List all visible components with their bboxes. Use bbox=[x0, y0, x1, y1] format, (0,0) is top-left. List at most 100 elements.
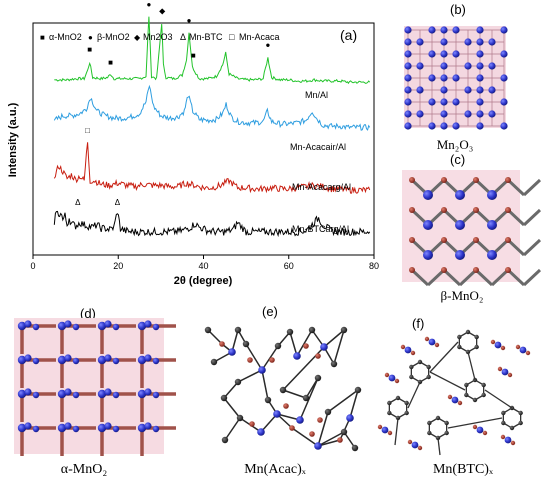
bond bbox=[506, 268, 526, 287]
c-atom bbox=[518, 420, 523, 426]
mn-atom bbox=[112, 391, 120, 399]
legend-symbol: ■ bbox=[40, 33, 45, 42]
panel-label-d: (d) bbox=[80, 306, 96, 321]
mn-atom bbox=[137, 389, 147, 399]
c-atom bbox=[427, 430, 432, 436]
mn-atom bbox=[440, 98, 448, 106]
bond bbox=[282, 389, 307, 399]
o-atom bbox=[400, 344, 406, 350]
o-atom bbox=[394, 378, 400, 384]
x-axis-label: 2θ (degree) bbox=[174, 275, 233, 287]
mn-atom bbox=[500, 74, 508, 82]
curve-label: Mn-BTCarg/Al bbox=[292, 224, 349, 234]
mn-atom bbox=[452, 98, 460, 106]
mn-atom bbox=[428, 26, 436, 34]
caption-mn2o3: Mn₂O₃ bbox=[437, 137, 474, 152]
x-axis-ticks: 0 20 40 60 80 bbox=[30, 255, 379, 271]
bond bbox=[224, 417, 241, 441]
mn-atom bbox=[476, 426, 484, 434]
mn-atom bbox=[97, 423, 107, 433]
peak-marker: ● bbox=[147, 0, 152, 9]
o-atom bbox=[473, 267, 479, 273]
mn-atom bbox=[404, 26, 412, 34]
c-atom bbox=[474, 344, 479, 350]
c-atom bbox=[236, 414, 244, 422]
mn-atom bbox=[476, 98, 484, 106]
mn-atom bbox=[416, 38, 424, 46]
c-atom bbox=[308, 326, 316, 334]
o-atom bbox=[473, 177, 479, 183]
mn-atom bbox=[428, 98, 436, 106]
mn-atom bbox=[24, 388, 32, 396]
o-atom bbox=[409, 237, 415, 243]
mn-atom bbox=[440, 86, 448, 94]
o-atom bbox=[269, 357, 275, 363]
mn-atom bbox=[17, 389, 27, 399]
mn-atom bbox=[500, 26, 508, 34]
peak-marker: ◆ bbox=[159, 7, 166, 16]
mn-atom bbox=[476, 86, 484, 94]
bond bbox=[522, 208, 542, 227]
mn-atom bbox=[57, 355, 67, 365]
mn-atom bbox=[137, 355, 147, 365]
panel-label-e: (e) bbox=[262, 304, 278, 319]
mn-atom bbox=[388, 374, 396, 382]
mn-atom bbox=[112, 323, 120, 331]
c-atom bbox=[501, 420, 506, 426]
series-line bbox=[54, 16, 371, 85]
legend: ■ α-MnO2 ● β-MnO2 ◆ Mn2O3 Δ Mn-BTC □ Mn-… bbox=[40, 32, 280, 42]
c-atom bbox=[314, 374, 322, 382]
peak-marker: ● bbox=[187, 16, 192, 25]
o-atom bbox=[337, 437, 343, 443]
c-atom bbox=[501, 410, 506, 416]
mn-atom bbox=[24, 354, 32, 362]
mn-atom bbox=[57, 423, 67, 433]
mn-atom bbox=[455, 190, 465, 200]
mn-atom bbox=[464, 38, 472, 46]
o-atom bbox=[309, 431, 315, 437]
o-atom bbox=[473, 207, 479, 213]
o-atom bbox=[500, 345, 506, 351]
mn-atom bbox=[428, 122, 436, 130]
panel-d-alpha-mno2-structure: (d) α-MnO₂ bbox=[14, 306, 176, 477]
mn-atom bbox=[104, 354, 112, 362]
c-atom bbox=[417, 359, 423, 365]
c-atom bbox=[395, 395, 401, 401]
bond bbox=[323, 329, 345, 348]
bond bbox=[426, 268, 446, 287]
c-atom bbox=[204, 326, 212, 334]
c-atom bbox=[481, 392, 486, 398]
mn-atom bbox=[488, 38, 496, 46]
mn-atom bbox=[104, 422, 112, 430]
mn-atom bbox=[451, 396, 459, 404]
bond bbox=[296, 329, 313, 357]
legend-label: β-MnO2 bbox=[97, 32, 130, 42]
mn-atom bbox=[487, 220, 497, 230]
mn-atom bbox=[258, 366, 266, 374]
mn-atom bbox=[64, 354, 72, 362]
c-atom bbox=[354, 386, 362, 394]
o-atom bbox=[247, 357, 253, 363]
c-atom bbox=[210, 358, 218, 366]
o-atom bbox=[473, 237, 479, 243]
mn-atom bbox=[381, 426, 389, 434]
c-atom bbox=[387, 410, 392, 416]
bond bbox=[317, 431, 345, 447]
mn-atom bbox=[488, 110, 496, 118]
mn-atom bbox=[32, 425, 40, 433]
legend-symbol: Δ bbox=[180, 32, 186, 42]
mn-atom bbox=[476, 122, 484, 130]
mn-atom bbox=[32, 391, 40, 399]
c-atom bbox=[340, 326, 348, 334]
o-atom bbox=[315, 353, 321, 359]
mn-atom bbox=[152, 323, 160, 331]
mn-atom bbox=[144, 388, 152, 396]
panel-e-mn-acac-structure: (e) Mn(Acac)ₓ bbox=[204, 304, 362, 477]
y-axis-label: Intensity (a.u.) bbox=[7, 102, 19, 177]
bond bbox=[245, 343, 263, 371]
legend-label: α-MnO2 bbox=[49, 32, 82, 42]
mn-atom bbox=[72, 357, 80, 365]
mn-atom bbox=[476, 38, 484, 46]
mn-atom bbox=[423, 250, 433, 260]
panel-label-a: (a) bbox=[340, 27, 357, 43]
